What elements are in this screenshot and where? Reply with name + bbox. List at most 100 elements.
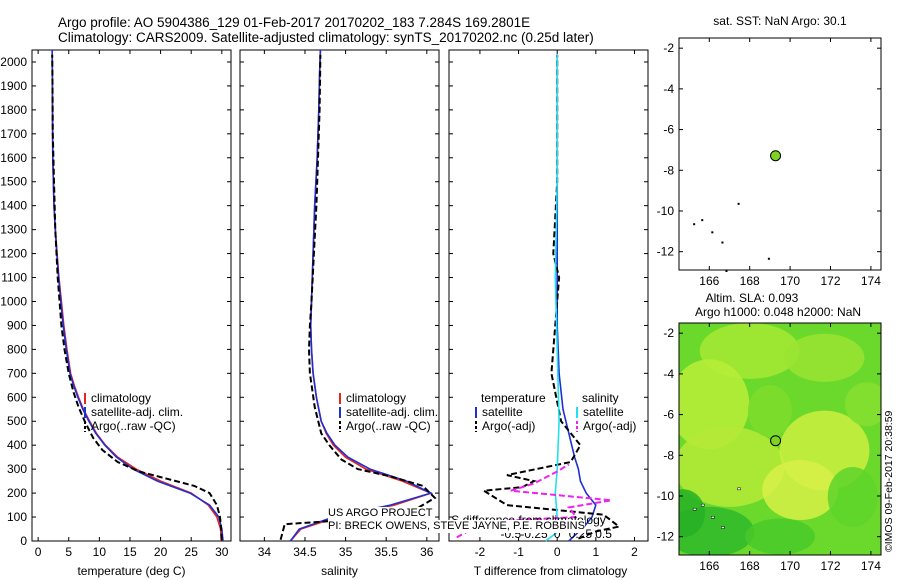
float-position-marker [770,150,782,162]
sla-lon-xtick-label: 166 [699,559,719,573]
depth-ytick-label: 300 [7,462,27,476]
timestamp-stamp: ©IMOS 09-Feb-2017 20:38:59 [883,410,895,552]
diff-temperature-legend-label: Argo(-adj) [482,419,535,433]
sla-patch [784,333,865,382]
salinity-xtick-label: 35.5 [375,545,399,559]
temperature-legend-label: climatology [91,391,151,405]
island-mark [692,507,697,511]
sla-lat-ytick-label: -6 [663,408,674,422]
difference-xtick-label: 2 [631,545,638,559]
salinity-legend-label: satellite-adj. clim. [346,405,438,419]
sla-lon-xtick-label: 174 [861,559,881,573]
depth-ytick-label: 1700 [0,127,27,141]
island-mark [701,219,704,222]
depth-ytick-label: 2000 [0,55,27,69]
depth-ytick-label: 1400 [0,199,27,213]
sla-lon-xtick-label: 172 [820,559,840,573]
island-mark [737,202,740,205]
diff-legend-header-salinity: salinity [582,391,619,405]
sla-patch [747,385,792,438]
difference-xtick-label: 0 [554,545,561,559]
island-mark [737,487,741,491]
sla-patch [844,382,881,427]
difference-series-line [480,54,622,540]
depth-ytick-label: 1500 [0,175,27,189]
salinity-series-line [289,49,434,542]
sla-patch [679,426,785,507]
temperature-xtick-label: 20 [154,545,168,559]
temperature-diff-xlabel: T difference from climatology [474,564,628,578]
sst-lat-ytick-label: -4 [663,82,674,96]
sst-lat-ytick-label: -10 [657,204,675,218]
temperature-legend-label: Argo(..raw -QC) [91,419,176,433]
island-mark [721,526,725,529]
salinity-diff-tick-label: 0.5 [595,527,612,541]
diff-legend-header-temperature: temperature [481,391,546,405]
island-mark [693,223,696,226]
salinity-xtick-label: 34 [258,545,272,559]
depth-ytick-label: 1200 [0,247,27,261]
depth-ytick-label: 1800 [0,103,27,117]
island-mark [721,241,724,244]
depth-ytick-label: 200 [7,486,27,500]
sst-lon-xtick-label: 170 [780,274,800,288]
temperature-xtick-label: 0 [35,545,42,559]
difference-xtick-label: -2 [475,545,486,559]
difference-xtick-label: 1 [592,545,599,559]
sst-lat-ytick-label: -12 [657,245,675,259]
depth-ytick-label: 800 [7,342,27,356]
sla-lat-ytick-label: -8 [663,448,674,462]
temperature-legend-label: satellite-adj. clim. [91,405,183,419]
sla-patch [679,506,755,555]
salinity-legend-label: Argo(..raw -QC) [346,419,431,433]
difference-xtick-label: -1 [513,545,524,559]
diff-temperature-legend-label: satellite [482,405,523,419]
sla-patch [762,460,839,521]
sst-lon-xtick-label: 168 [740,274,760,288]
depth-ytick-label: 1600 [0,151,27,165]
temperature-plot-frame [31,49,232,542]
diff-salinity-legend-label: Argo(-adj) [583,419,636,433]
sst-map-title: sat. SST: NaN Argo: 30.1 [713,14,847,28]
island-mark [711,231,714,234]
island-mark [767,257,770,260]
depth-ytick-label: 0 [20,534,27,548]
sla-patch [679,489,706,538]
sla-lat-ytick-label: -10 [657,489,675,503]
depth-ytick-label: 100 [7,510,27,524]
sla-lon-xtick-label: 170 [780,559,800,573]
salinity-plot-frame [239,49,440,542]
sst-lon-xtick-label: 174 [861,274,881,288]
depth-ytick-label: 600 [7,390,27,404]
sla-map-title: Altim. SLA: 0.093 [706,291,799,305]
salinity-series-line [279,54,437,541]
depth-ytick-label: 700 [7,366,27,380]
temperature-xtick-label: 15 [123,545,137,559]
sla-map-subtitle: Argo h1000: 0.048 h2000: NaN [695,305,861,319]
sst-lat-ytick-label: -8 [663,163,674,177]
salinity-xtick-label: 36 [420,545,434,559]
difference-series-line [556,54,597,542]
pi-credit: PI: BRECK OWENS, STEVE JAYNE, P.E. ROBBI… [328,520,585,533]
sla-patch [745,518,815,555]
temperature-xtick-label: 5 [65,545,72,559]
sla-lat-ytick-label: -4 [663,367,674,381]
depth-ytick-label: 1900 [0,79,27,93]
project-credit: US ARGO PROJECT [328,507,433,520]
climatology-title: Climatology: CARS2009. Satellite-adjuste… [58,30,594,45]
temperature-series-line [51,54,223,540]
float-position-marker [770,435,782,447]
depth-ytick-label: 400 [7,438,27,452]
island-mark [725,270,728,272]
temperature-xtick-label: 30 [215,545,229,559]
depth-ytick-label: 500 [7,414,27,428]
profile-title: Argo profile: AO 5904386_129 01-Feb-2017… [58,15,531,30]
temperature-xlabel: temperature (deg C) [77,564,185,578]
sst-lat-ytick-label: -2 [663,41,674,55]
sla-lat-ytick-label: -12 [657,530,675,544]
salinity-diff-tick-label: 0 [554,527,561,541]
temperature-series-line [51,49,224,542]
temperature-series-line [51,49,222,542]
salinity-xlabel: salinity [321,564,358,578]
